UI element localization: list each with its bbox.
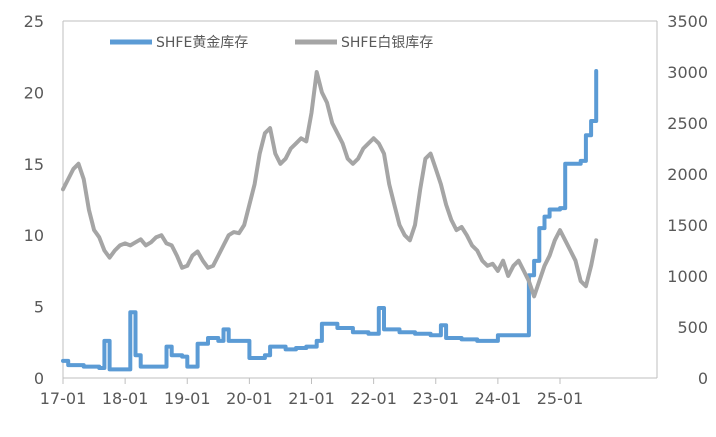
- y-left-tick-label: 20: [24, 83, 44, 102]
- y-right-tick-label: 1000: [667, 267, 708, 286]
- x-tick-label: 18-01: [102, 389, 149, 408]
- x-tick-label: 21-01: [288, 389, 335, 408]
- x-tick-label: 25-01: [537, 389, 584, 408]
- x-tick-label: 23-01: [413, 389, 460, 408]
- y-right-tick-label: 500: [677, 318, 708, 337]
- y-right-tick-label: 0: [698, 369, 708, 388]
- y-left-tick-label: 10: [24, 226, 44, 245]
- y-right-tick-label: 3000: [667, 63, 708, 82]
- y-right-tick-label: 3500: [667, 12, 708, 31]
- y-left-tick-label: 0: [34, 369, 44, 388]
- x-tick-label: 17-01: [40, 389, 87, 408]
- x-tick-label: 20-01: [226, 389, 273, 408]
- y-left-tick-label: 15: [24, 155, 44, 174]
- legend-gold: SHFE黄金库存: [110, 34, 248, 51]
- silver-inventory-line: [61, 70, 599, 299]
- y-right-tick-label: 2000: [667, 165, 708, 184]
- y-left-tick-label: 5: [34, 298, 44, 317]
- y-right-tick-label: 1500: [667, 216, 708, 235]
- y-left-tick-label: 25: [24, 12, 44, 31]
- legend: SHFE黄金库存 SHFE白银库存: [110, 34, 433, 51]
- y-right-tick-label: 2500: [667, 114, 708, 133]
- legend-silver: SHFE白银库存: [295, 35, 433, 51]
- gold-inventory-line: [61, 69, 599, 372]
- legend-gold-label: SHFE黄金库存: [156, 34, 248, 51]
- series-layer: [61, 69, 599, 372]
- x-tick-label: 22-01: [350, 389, 397, 408]
- x-tick-label: 19-01: [164, 389, 211, 408]
- x-tick-label: 24-01: [475, 389, 522, 408]
- legend-silver-label: SHFE白银库存: [341, 35, 433, 51]
- chart-axes: 0 5 10 15 20 25 0 500 1000 1500 2000 2500 3000 3500 17…: [24, 12, 708, 408]
